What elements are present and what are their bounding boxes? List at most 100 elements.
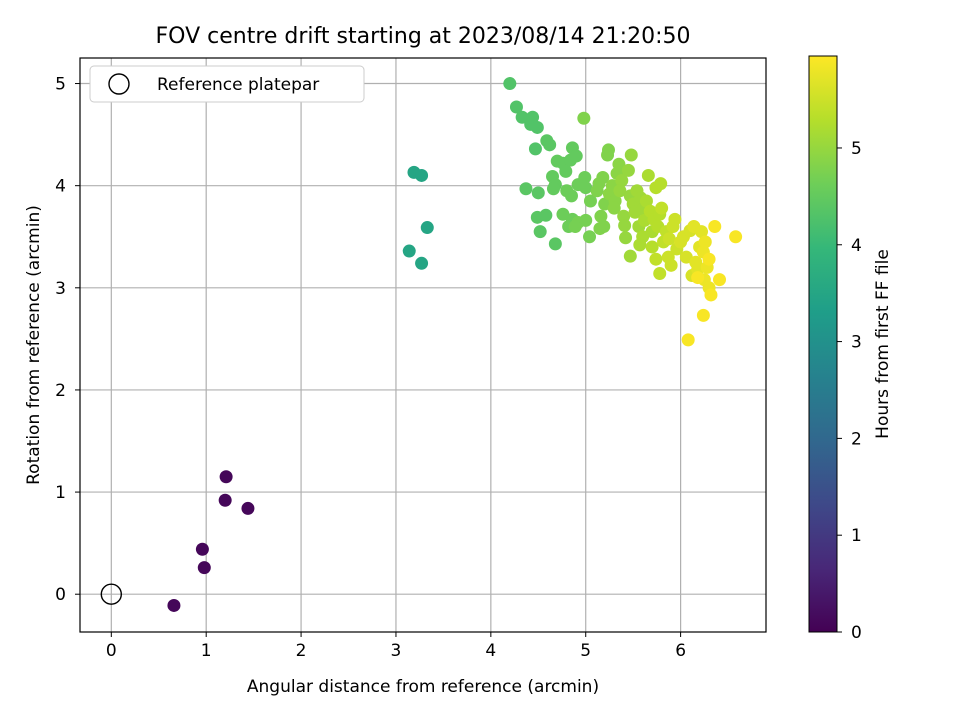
colorbar-tick-label: 5 xyxy=(851,139,862,159)
data-point xyxy=(639,194,653,208)
data-point xyxy=(621,163,635,177)
data-point xyxy=(708,220,722,234)
data-point xyxy=(402,244,416,258)
data-point xyxy=(681,333,695,347)
data-point xyxy=(641,168,655,182)
x-tick-label: 5 xyxy=(580,641,591,661)
colorbar-label: Hours from first FF file xyxy=(873,249,893,439)
x-tick-label: 3 xyxy=(391,641,402,661)
y-tick-label: 3 xyxy=(55,279,66,299)
data-point xyxy=(519,182,533,196)
data-point xyxy=(619,231,633,245)
data-point xyxy=(530,120,544,134)
colorbar-tick-label: 2 xyxy=(851,429,862,449)
reference-point xyxy=(100,583,123,605)
data-point xyxy=(618,219,632,233)
chart-title: FOV centre drift starting at 2023/08/14 … xyxy=(156,24,691,49)
data-point xyxy=(420,221,434,235)
y-tick-label: 0 xyxy=(55,585,66,605)
data-point xyxy=(528,142,542,156)
data-point xyxy=(546,182,560,196)
y-tick-label: 5 xyxy=(55,75,66,95)
data-point xyxy=(543,138,557,152)
data-point xyxy=(596,170,610,184)
data-point xyxy=(556,207,570,221)
x-tick-label: 4 xyxy=(485,641,496,661)
colorbar-tick-label: 0 xyxy=(851,623,862,643)
data-point xyxy=(539,208,553,222)
data-point xyxy=(509,100,523,114)
colorbar: 0 1 2 3 4 5 Hours from first FF file xyxy=(808,55,893,643)
x-tick-label: 0 xyxy=(106,641,117,661)
data-point xyxy=(729,230,743,244)
data-point xyxy=(594,209,608,223)
data-point xyxy=(515,110,529,124)
data-point xyxy=(195,542,209,556)
data-point xyxy=(653,267,667,281)
data-point xyxy=(568,220,582,234)
data-point xyxy=(531,186,545,200)
data-point xyxy=(696,308,710,322)
colorbar-ticks: 0 1 2 3 4 5 xyxy=(837,139,862,643)
x-tick-label: 6 xyxy=(675,641,686,661)
data-point xyxy=(615,174,629,188)
colorbar-gradient xyxy=(808,55,838,633)
data-point xyxy=(704,288,718,302)
data-point xyxy=(533,225,547,239)
data-point xyxy=(679,250,693,264)
data-point xyxy=(578,170,592,184)
data-point xyxy=(601,143,615,157)
data-point xyxy=(167,598,181,612)
data-point xyxy=(607,201,621,215)
data-point xyxy=(597,220,611,234)
data-point xyxy=(624,148,638,162)
data-point xyxy=(662,232,676,246)
grid-lines xyxy=(80,58,766,632)
data-point xyxy=(649,252,663,266)
plot-frame xyxy=(79,57,767,633)
data-point xyxy=(623,249,637,263)
data-point xyxy=(613,184,627,198)
reference-marker xyxy=(100,583,123,605)
y-axis-ticks: 0 1 2 3 4 5 xyxy=(55,75,80,605)
data-point xyxy=(577,111,591,125)
x-tick-label: 2 xyxy=(296,641,307,661)
data-point xyxy=(668,212,682,226)
data-point xyxy=(698,235,712,249)
data-point xyxy=(583,230,597,244)
data-point xyxy=(218,493,232,507)
x-axis-ticks: 0 1 2 3 4 5 6 xyxy=(106,632,686,661)
scatter-points xyxy=(167,77,743,612)
data-point xyxy=(694,225,708,239)
data-point xyxy=(503,77,517,91)
y-tick-label: 1 xyxy=(55,483,66,503)
data-point xyxy=(548,237,562,251)
legend-entry-label: Reference platepar xyxy=(157,75,319,95)
data-point xyxy=(415,256,429,270)
y-tick-label: 2 xyxy=(55,381,66,401)
data-point xyxy=(569,149,583,163)
data-point xyxy=(219,470,233,484)
data-point xyxy=(564,189,578,203)
data-point xyxy=(579,213,593,227)
colorbar-tick-label: 3 xyxy=(851,333,862,353)
y-axis-label: Rotation from reference (arcmin) xyxy=(24,205,44,485)
data-point xyxy=(691,271,705,285)
legend-box xyxy=(89,65,365,103)
data-point xyxy=(241,501,255,515)
y-tick-label: 4 xyxy=(55,177,66,197)
data-point xyxy=(579,181,593,195)
data-point xyxy=(559,164,573,178)
data-point xyxy=(583,194,597,208)
data-point xyxy=(654,177,668,191)
data-point xyxy=(645,240,659,254)
data-point xyxy=(197,561,211,575)
colorbar-tick-label: 4 xyxy=(851,236,862,256)
data-point xyxy=(633,238,647,252)
data-point xyxy=(713,273,727,287)
legend: Reference platepar xyxy=(89,65,365,103)
data-point xyxy=(702,252,716,266)
data-point xyxy=(664,258,678,272)
legend-reference-marker xyxy=(108,73,130,95)
